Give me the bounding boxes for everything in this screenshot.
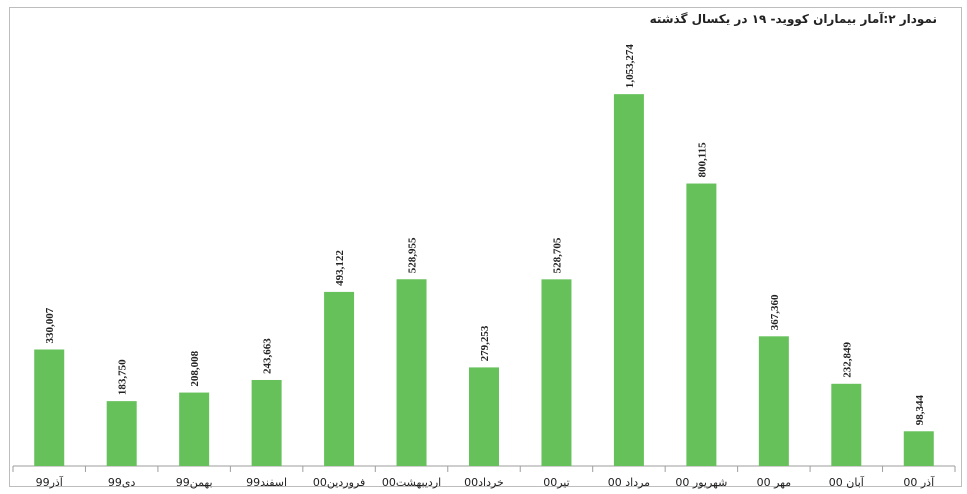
data-label: 800,115 xyxy=(696,142,708,178)
bar xyxy=(469,367,499,466)
x-tick-label: آذر99 xyxy=(36,475,64,489)
bar xyxy=(686,183,717,467)
x-tick-label: تیر00 xyxy=(543,476,569,489)
x-tick-label: فروردین00 xyxy=(313,476,365,489)
bar xyxy=(831,383,862,466)
x-tick-label: شهریور 00 xyxy=(675,476,727,489)
data-label: 1,053,274 xyxy=(624,44,636,89)
data-label: 279,253 xyxy=(479,325,491,361)
bar xyxy=(251,379,282,466)
bar xyxy=(106,401,137,466)
bar xyxy=(396,279,427,466)
x-tick-label: اردیبهشت00 xyxy=(382,476,441,489)
data-label: 183,750 xyxy=(117,359,129,395)
x-tick-label: بهمن99 xyxy=(176,476,213,489)
x-tick-label: دی99 xyxy=(108,476,136,489)
bar xyxy=(541,279,572,466)
data-label: 493,122 xyxy=(334,250,346,286)
data-label: 528,955 xyxy=(407,237,419,273)
data-label: 528,705 xyxy=(551,237,563,273)
bar xyxy=(903,431,934,466)
data-label: 98,344 xyxy=(914,395,926,426)
data-label: 243,663 xyxy=(262,338,274,374)
x-tick-label: مرداد 00 xyxy=(608,476,650,489)
x-tick-label: اسفند99 xyxy=(246,476,287,489)
chart-title: نمودار ۲:آمار بیماران کووید- ۱۹ در یکسال… xyxy=(649,12,937,26)
data-label: 330,007 xyxy=(44,307,56,343)
bar xyxy=(758,336,789,466)
x-tick-label: آذر 00 xyxy=(903,475,935,489)
x-tick-label: آبان 00 xyxy=(829,475,865,489)
x-tick-label: مهر 00 xyxy=(757,476,792,489)
x-tick-label: خرداد00 xyxy=(464,476,504,489)
data-label: 367,360 xyxy=(769,294,781,330)
bar xyxy=(179,392,210,466)
data-label: 232,849 xyxy=(841,342,853,378)
data-label: 208,008 xyxy=(189,350,201,386)
bar xyxy=(613,94,644,466)
bar xyxy=(34,349,65,466)
bar xyxy=(324,291,355,466)
